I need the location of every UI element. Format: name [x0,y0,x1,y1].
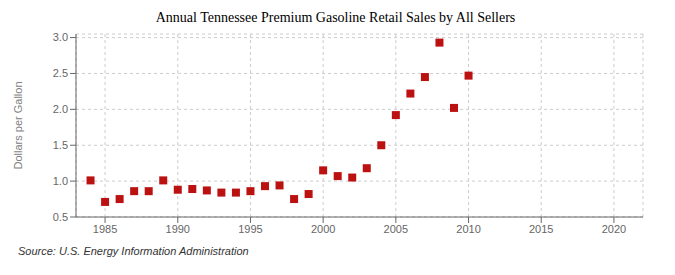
svg-text:0.5: 0.5 [53,211,68,223]
svg-text:1995: 1995 [238,223,262,235]
svg-text:1.5: 1.5 [53,139,68,151]
svg-text:2010: 2010 [456,223,480,235]
svg-text:2000: 2000 [311,223,335,235]
svg-text:1990: 1990 [166,223,190,235]
svg-text:2005: 2005 [384,223,408,235]
svg-text:Dollars per Gallon: Dollars per Gallon [12,81,24,169]
svg-text:2.5: 2.5 [53,67,68,79]
svg-text:1985: 1985 [93,223,117,235]
html-text:Source: U.S. Energy Informatio: Source: U.S. Energy Information Administ… [18,245,249,257]
svg-text:2020: 2020 [602,223,626,235]
html-text:Annual Tennessee Premium Gasol: Annual Tennessee Premium Gasoline Retail… [155,10,516,25]
svg-text:2.0: 2.0 [53,103,68,115]
svg-text:3.0: 3.0 [53,31,68,43]
svg-text:2015: 2015 [529,223,553,235]
svg-text:1.0: 1.0 [53,175,68,187]
